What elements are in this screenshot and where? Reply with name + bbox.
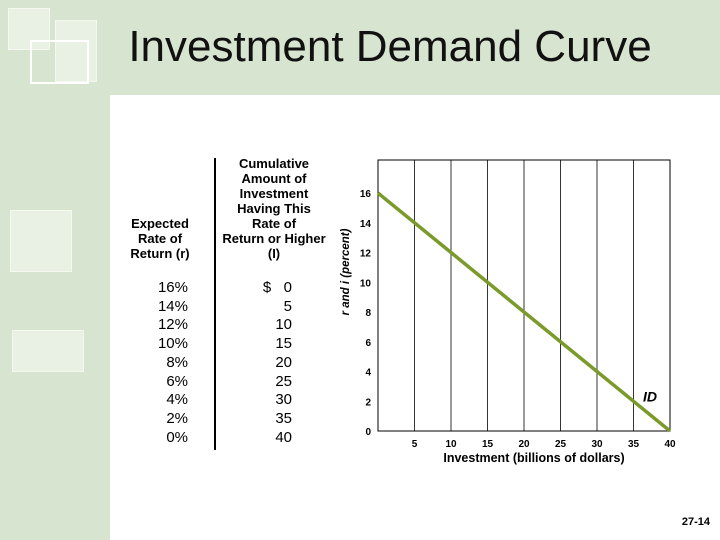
table-cell-rate: 0% [166, 428, 188, 446]
x-tick-label: 40 [664, 439, 676, 450]
y-tick-label: 4 [365, 368, 371, 379]
y-axis-label: r and i (percent) [340, 228, 352, 315]
y-tick-label: 6 [365, 338, 371, 349]
table-cell-investment: 25 [275, 372, 292, 390]
table-cell-rate: 4% [166, 391, 188, 409]
title-band [0, 0, 720, 95]
table-header-line: Rate of [251, 216, 297, 231]
y-tick-label: 16 [360, 189, 372, 200]
y-tick-label: 0 [365, 427, 371, 438]
table-header-line: Investment [239, 186, 309, 201]
table-cell-investment: 10 [275, 316, 292, 334]
table-header-line: Amount of [241, 171, 307, 186]
y-tick-label: 14 [360, 219, 372, 230]
table-cell-investment: 30 [275, 391, 292, 409]
x-tick-label: 15 [482, 439, 494, 450]
x-tick-label: 35 [628, 439, 640, 450]
x-tick-label: 10 [445, 439, 457, 450]
table-cell-investment: $ 0 [262, 279, 292, 296]
decor-frame [30, 40, 89, 84]
investment-demand-chart: 0 2 4 6 8 10 12 14 16 5 10 15 20 25 30 35 40 Investment (… [340, 159, 676, 465]
table-cell-investment: 5 [283, 297, 292, 315]
table-header-rate: Expected Rate of Return (r) [110, 216, 210, 261]
table-header-line: (I) [267, 246, 281, 261]
decor-tile [55, 20, 97, 82]
x-tick-label: 5 [412, 439, 418, 450]
table-cell-investment: 35 [275, 409, 292, 427]
y-tick-label: 8 [365, 308, 371, 319]
x-tick-label: 25 [555, 439, 567, 450]
table-header-line: Cumulative [238, 156, 310, 171]
slide-number: 27-14 [681, 516, 710, 528]
y-tick-label: 2 [365, 397, 371, 408]
decor-tile [8, 8, 50, 50]
table-cell-rate: 12% [157, 316, 188, 334]
table-cell-rate: 2% [166, 409, 188, 427]
table-header-line: Return (r) [130, 246, 190, 261]
y-tick-label: 12 [360, 249, 372, 260]
table-cell-investment: 20 [275, 353, 292, 371]
x-tick-label: 20 [518, 439, 530, 450]
decor-tile [10, 210, 72, 272]
table-header-line: Expected [131, 216, 189, 231]
y-tick-label: 10 [360, 278, 372, 289]
x-axis-label: Investment (billions of dollars) [443, 451, 624, 465]
table-cell-rate: 10% [157, 335, 188, 353]
x-tick-label: 30 [591, 439, 603, 450]
table-cell-investment: 40 [275, 428, 292, 446]
table-cell-rate: 14% [157, 297, 188, 315]
page-title: Investment Demand Curve [128, 22, 652, 71]
table-cell-rate: 6% [166, 372, 188, 390]
table-divider [214, 158, 216, 450]
table-cell-rate: 8% [166, 353, 188, 371]
table-header-investment: Cumulative Amount of Investment Having This… [214, 156, 334, 261]
table-header-line: Rate of [137, 231, 183, 246]
left-decor-band [0, 95, 110, 540]
table-header-line: Return or Higher [222, 231, 326, 246]
curve-label: ID [643, 388, 657, 404]
decor-tile [12, 330, 84, 372]
table-header-line: Having This [237, 201, 311, 216]
table-cell-rate: 16% [157, 279, 188, 296]
table-cell-investment: 15 [275, 335, 292, 353]
